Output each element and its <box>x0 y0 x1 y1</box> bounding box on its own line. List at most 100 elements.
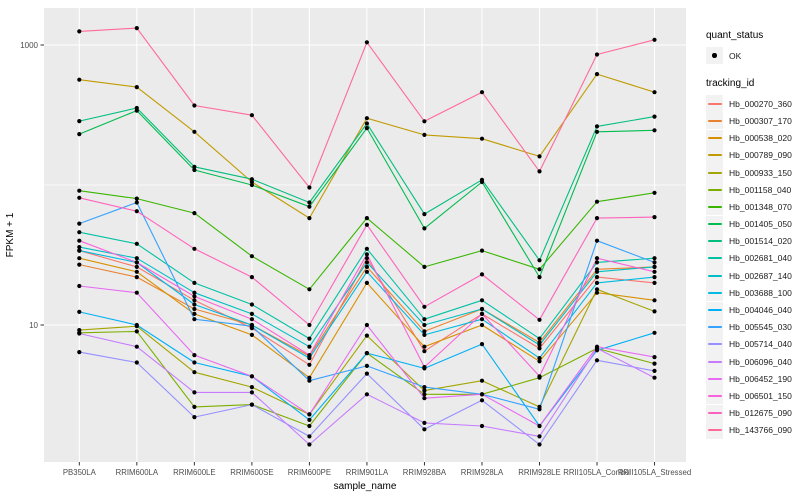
data-point <box>364 252 369 257</box>
data-point <box>594 290 600 295</box>
legend-entry-ok: OK <box>706 47 798 65</box>
data-point <box>192 404 197 409</box>
legend-entry: Hb_002681_040 <box>706 249 798 267</box>
data-point <box>652 269 657 274</box>
legend-entry: Hb_012675_090 <box>706 404 798 422</box>
line-swatch-icon <box>707 412 722 415</box>
data-point <box>479 136 485 141</box>
data-point <box>307 412 312 417</box>
data-point <box>537 154 542 159</box>
data-point <box>422 396 427 401</box>
chart-svg: 1000 10 PB350LA RRIM600LA RRIM600LE RRIM600SE… <box>5 8 691 492</box>
data-point <box>307 442 312 447</box>
data-point <box>652 190 657 195</box>
legend-entry-label: Hb_001348_070 <box>729 201 792 212</box>
legend-entry-label: Hb_005714_040 <box>729 339 792 350</box>
data-point <box>422 388 427 393</box>
data-point <box>422 365 427 370</box>
legend-entry: Hb_143766_090 <box>706 421 798 439</box>
legend-entry: Hb_003688_100 <box>706 284 798 302</box>
data-point <box>364 333 369 338</box>
x-tick-label: RRIM600LA <box>116 468 159 477</box>
data-point <box>594 287 600 292</box>
data-point <box>307 336 312 341</box>
data-point <box>364 371 369 376</box>
data-point <box>77 230 82 235</box>
data-point <box>422 317 427 322</box>
data-point <box>537 359 542 364</box>
data-point <box>134 256 139 261</box>
data-point <box>479 90 485 95</box>
legend-entry-label: Hb_002681_040 <box>729 253 792 264</box>
data-point <box>307 353 312 358</box>
line-swatch-icon <box>707 205 722 208</box>
data-point <box>364 264 369 269</box>
data-point <box>249 324 254 329</box>
data-point <box>192 353 197 358</box>
legend-key <box>706 129 723 147</box>
data-point <box>422 332 427 337</box>
data-point <box>77 309 82 314</box>
legend-entry: Hb_006501_150 <box>706 387 798 405</box>
data-point <box>192 290 197 295</box>
x-tick-label: RRII105LA_Control <box>563 468 631 477</box>
data-point <box>134 269 139 274</box>
data-point <box>77 262 82 267</box>
legend-entry: Hb_000538_020 <box>706 129 798 147</box>
data-point <box>652 215 657 220</box>
data-point <box>307 204 312 209</box>
data-point <box>652 309 657 314</box>
legend-entry-label: Hb_004046_040 <box>729 305 792 316</box>
data-point <box>537 346 542 351</box>
data-point <box>192 129 197 134</box>
legend-entry-label: Hb_006096_040 <box>729 356 792 367</box>
data-point <box>537 258 542 263</box>
data-point <box>77 245 82 250</box>
line-swatch-icon <box>707 240 722 243</box>
data-point <box>77 29 82 34</box>
data-point <box>307 322 312 328</box>
data-point <box>422 304 427 309</box>
legend-key-ok <box>706 47 723 65</box>
data-point <box>594 238 600 243</box>
data-point <box>422 329 427 334</box>
data-point <box>537 342 542 348</box>
data-point <box>307 362 312 367</box>
data-point <box>192 360 197 365</box>
data-point <box>364 40 369 45</box>
data-point <box>77 248 82 253</box>
data-point <box>537 336 542 341</box>
data-point <box>134 329 139 334</box>
data-point <box>594 269 600 274</box>
legend-key <box>706 146 723 164</box>
legend-key <box>706 387 723 405</box>
data-point <box>537 374 542 379</box>
data-point <box>307 417 312 422</box>
data-point <box>364 256 369 261</box>
x-tick-label: RRIM928LE <box>518 468 560 477</box>
legend-entry-label: Hb_002687_140 <box>729 270 792 281</box>
data-point <box>537 275 542 280</box>
legend-entry-label: Hb_012675_090 <box>729 408 792 419</box>
line-swatch-icon <box>707 394 722 397</box>
legend-entry-label: OK <box>729 50 742 61</box>
data-point <box>249 177 254 182</box>
data-point <box>537 317 542 322</box>
data-point <box>364 392 369 397</box>
legend-key <box>706 421 723 439</box>
data-point <box>422 322 427 328</box>
data-point <box>192 294 197 299</box>
data-point <box>364 126 369 131</box>
data-point <box>307 434 312 439</box>
x-tick-label: RRIM928LA <box>461 468 504 477</box>
data-point <box>422 264 427 269</box>
legend-entry-label: Hb_006452_190 <box>729 373 792 384</box>
data-point <box>652 275 657 280</box>
legend-entry-label: Hb_000538_020 <box>729 133 792 144</box>
data-point <box>594 260 600 265</box>
data-point <box>364 280 369 285</box>
data-point <box>594 344 600 349</box>
data-point <box>307 423 312 429</box>
line-swatch-icon <box>707 309 722 312</box>
data-point <box>249 374 254 379</box>
